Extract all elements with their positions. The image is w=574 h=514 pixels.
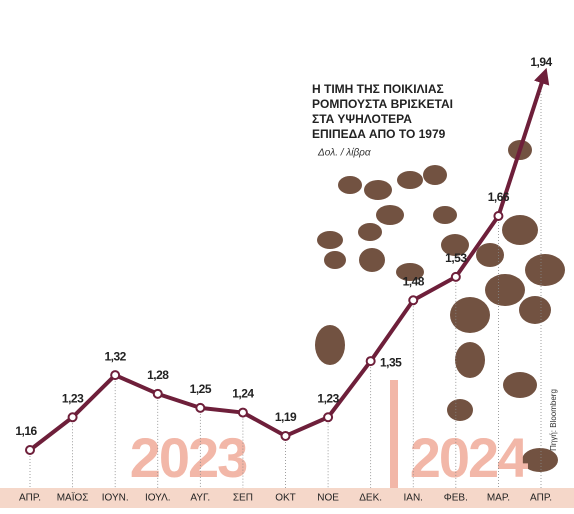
value-label: 1,16 <box>15 424 37 438</box>
x-tick-label: ΣΕΠ <box>233 493 253 504</box>
point <box>152 388 163 399</box>
year-divider <box>390 380 398 488</box>
title-line: ΕΠΙΠΕΔΑ ΑΠΟ ΤΟ 1979 <box>312 127 446 141</box>
title-line: Η ΤΙΜΗ ΤΗΣ ΠΟΙΚΙΛΙΑΣ <box>312 82 444 96</box>
value-label: 1,53 <box>445 251 467 265</box>
value-label: 1,24 <box>232 387 254 401</box>
point <box>237 407 248 418</box>
point <box>450 271 461 282</box>
point <box>67 412 78 423</box>
value-label: 1,94 <box>530 55 552 69</box>
point <box>280 430 291 441</box>
value-label: 1,35 <box>380 355 402 369</box>
price-line <box>28 67 550 452</box>
value-label: 1,25 <box>190 382 212 396</box>
coffee-beans <box>315 140 565 472</box>
value-label: 1,23 <box>62 391 84 405</box>
source: Πηγή: Bloomberg <box>549 389 558 451</box>
value-label: 1,32 <box>104 349 126 363</box>
year-label: 2024 <box>410 426 528 489</box>
year-label: 2023 <box>130 426 247 489</box>
value-label: 1,66 <box>488 190 510 204</box>
x-tick-label: ΑΠΡ. <box>530 493 552 504</box>
point <box>408 295 419 306</box>
x-tick-label: ΜΑΪΟΣ <box>57 492 89 504</box>
x-tick-label: ΝΟΕ <box>317 493 339 504</box>
point <box>365 356 376 367</box>
point <box>195 402 206 413</box>
title-line: ΣΤΑ ΥΨΗΛΟΤΕΡΑ <box>312 112 412 126</box>
title-line: ΡΟΜΠΟΥΣΤΑ ΒΡΙΣΚΕΤΑΙ <box>312 97 453 111</box>
x-tick-label: ΑΥΓ. <box>190 493 210 504</box>
point <box>493 211 504 222</box>
point <box>110 370 121 381</box>
point <box>25 445 35 455</box>
x-tick-label: ΦΕΒ. <box>444 493 468 504</box>
value-label: 1,48 <box>403 274 425 288</box>
x-tick-label: ΔΕΚ. <box>359 493 382 504</box>
subtitle: Δολ. / λίβρα <box>317 147 371 159</box>
x-tick-label: ΟΚΤ <box>275 493 296 504</box>
value-label: 1,28 <box>147 368 169 382</box>
x-tick-label: ΑΠΡ. <box>19 493 41 504</box>
x-tick-label: ΜΑΡ. <box>487 493 510 504</box>
point <box>323 412 334 423</box>
x-tick-label: ΙΑΝ. <box>404 493 423 504</box>
value-label: 1,19 <box>275 410 297 424</box>
x-tick-label: ΙΟΥΛ. <box>145 493 171 504</box>
value-label: 1,23 <box>317 391 339 405</box>
axis-band <box>0 488 574 508</box>
x-tick-label: ΙΟΥΝ. <box>102 493 129 504</box>
